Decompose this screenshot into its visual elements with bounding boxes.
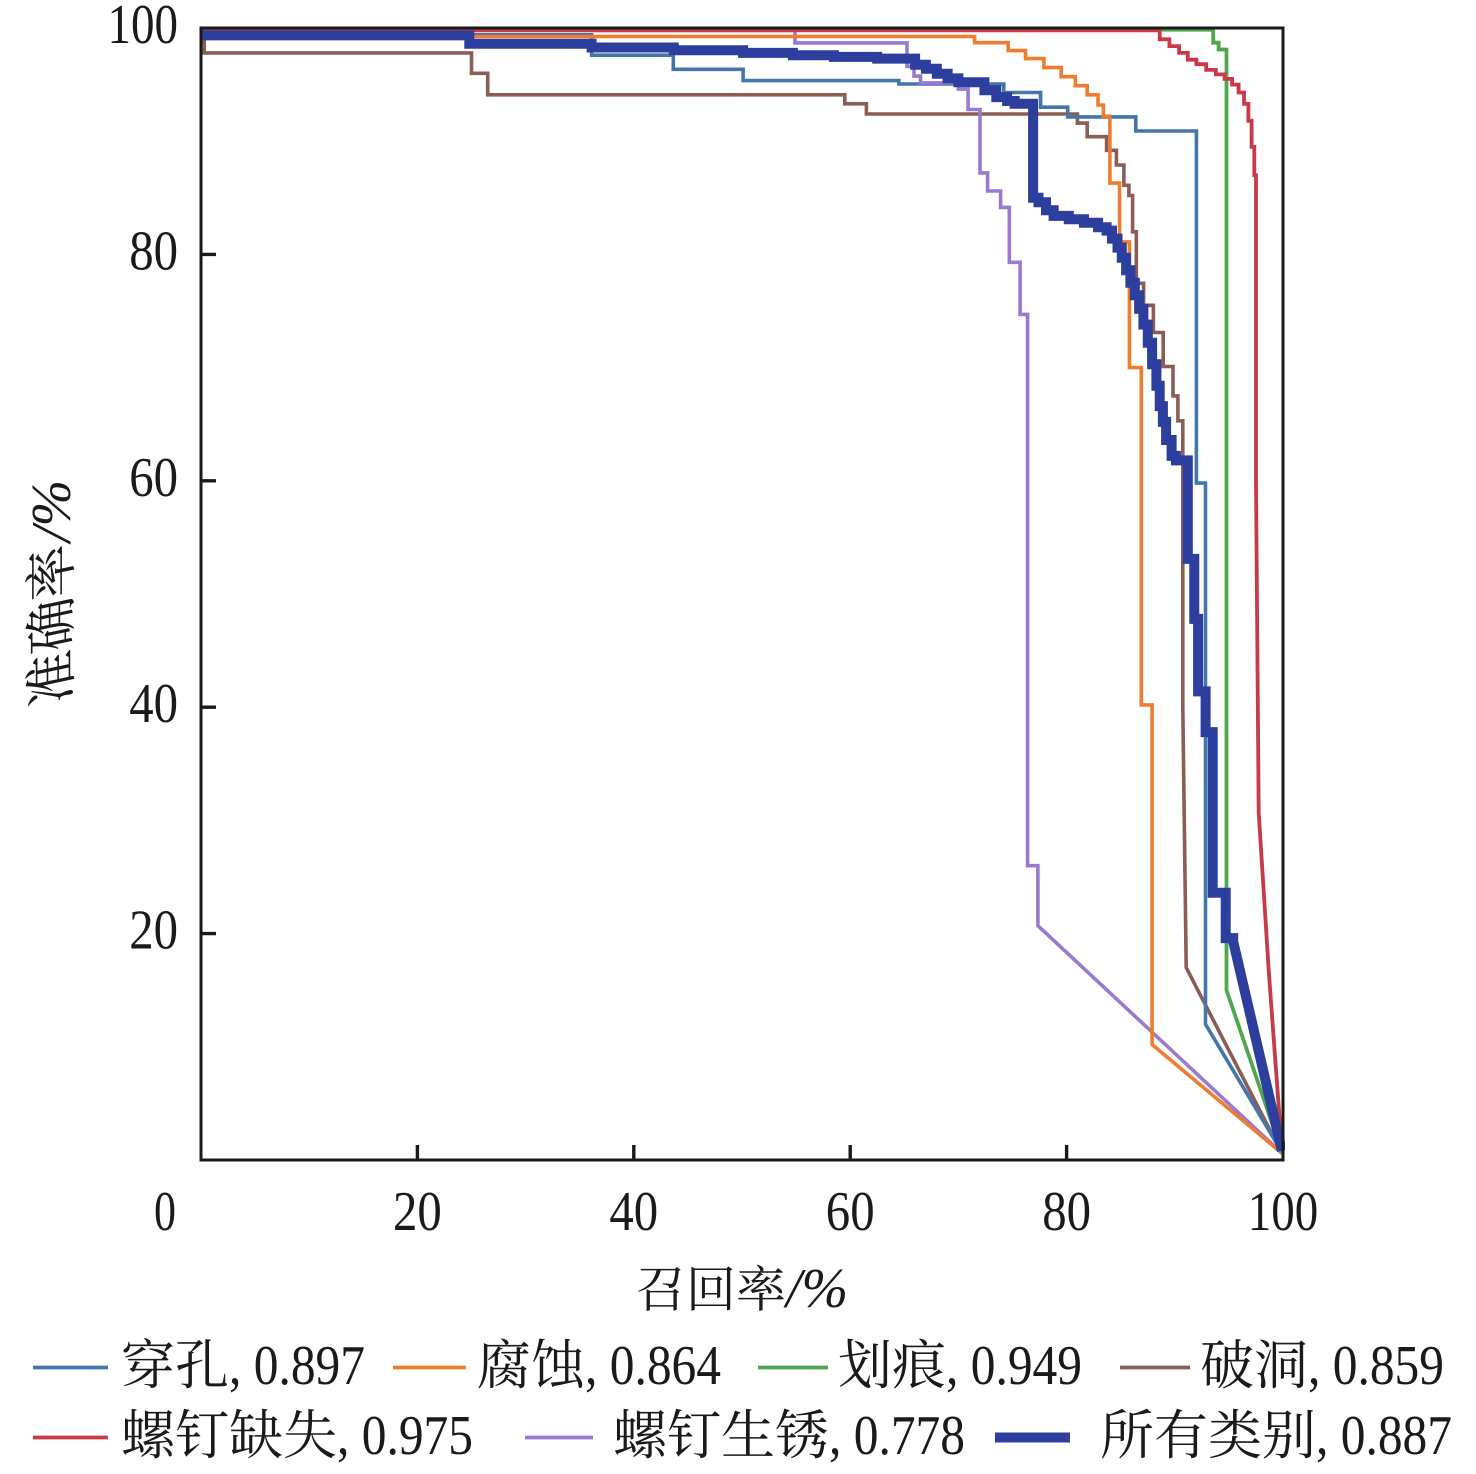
svg-text:, 0.859: , 0.859 <box>1308 1335 1444 1397</box>
svg-text:, 0.949: , 0.949 <box>946 1335 1082 1397</box>
svg-text:, 0.975: , 0.975 <box>337 1405 473 1467</box>
svg-text:100: 100 <box>108 0 179 56</box>
svg-text:, 0.864: , 0.864 <box>585 1335 721 1397</box>
svg-text:, 0.887: , 0.887 <box>1316 1405 1452 1467</box>
svg-text:20: 20 <box>393 1181 442 1243</box>
svg-text:60: 60 <box>826 1181 875 1243</box>
svg-text:40: 40 <box>129 673 178 735</box>
svg-text:, 0.897: , 0.897 <box>229 1335 365 1397</box>
svg-text:100: 100 <box>1248 1181 1319 1243</box>
svg-text:40: 40 <box>609 1181 658 1243</box>
svg-text:80: 80 <box>1042 1181 1091 1243</box>
svg-text:/%: /% <box>21 480 83 545</box>
svg-text:/%: /% <box>783 1258 848 1320</box>
svg-text:, 0.778: , 0.778 <box>829 1405 965 1467</box>
svg-text:60: 60 <box>129 447 178 509</box>
svg-text:0: 0 <box>154 1181 176 1243</box>
svg-text:80: 80 <box>129 220 178 282</box>
svg-text:20: 20 <box>129 900 178 962</box>
